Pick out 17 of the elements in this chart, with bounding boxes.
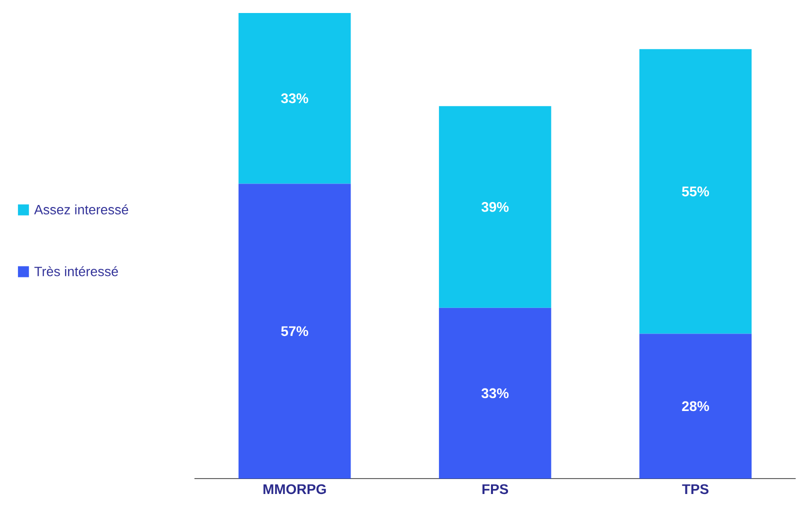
data-label: 57% — [281, 326, 308, 336]
x-tick-label: TPS — [682, 484, 708, 494]
data-label: 39% — [481, 202, 509, 212]
data-label: 55% — [682, 186, 710, 196]
bar — [238, 183, 351, 478]
bar — [438, 106, 552, 308]
data-label: 33% — [481, 388, 509, 398]
data-label: 33% — [281, 93, 308, 104]
bar — [438, 308, 552, 478]
legend-label: Assez interessé — [34, 204, 128, 214]
legend-label: Très intéressé — [34, 266, 118, 276]
x-tick-label: FPS — [482, 484, 508, 494]
bar — [238, 12, 351, 184]
x-tick-label: MMORPG — [264, 484, 326, 494]
bar — [639, 48, 752, 334]
data-label: 28% — [682, 401, 710, 411]
bar — [639, 334, 752, 478]
